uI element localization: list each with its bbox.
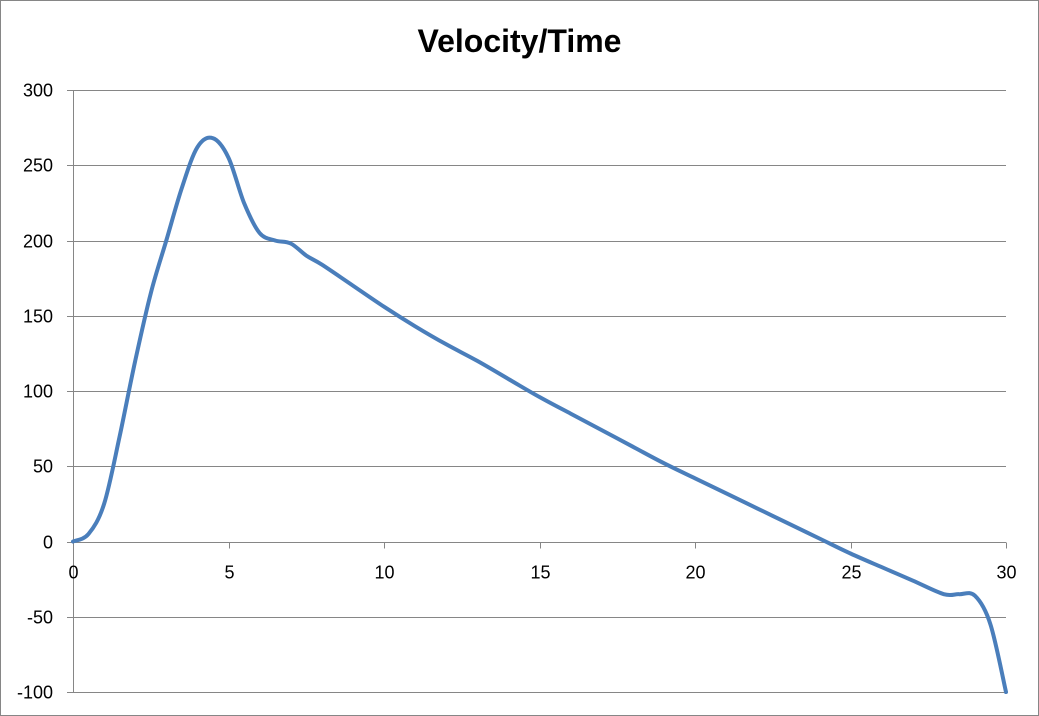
series-line: [71, 135, 1008, 694]
x-tick-label: 25: [841, 563, 861, 583]
y-tick-label: 300: [23, 81, 53, 101]
x-tick-label: 5: [224, 563, 234, 583]
x-tick-label: 30: [996, 563, 1016, 583]
y-tick-label: -100: [17, 683, 53, 703]
y-tick-label: 200: [23, 232, 53, 252]
y-tick-label: 150: [23, 307, 53, 327]
y-tick-label: 250: [23, 156, 53, 176]
chart-title: Velocity/Time: [417, 23, 622, 59]
x-tick-label: 0: [68, 563, 78, 583]
x-tick-label: 20: [685, 563, 705, 583]
y-tick-label: 0: [43, 533, 53, 553]
x-tick-label: 15: [530, 563, 550, 583]
y-tick-label: 100: [23, 382, 53, 402]
y-tick-label: 50: [33, 457, 53, 477]
x-tick-label: 10: [374, 563, 394, 583]
y-tick-label: -50: [27, 608, 53, 628]
